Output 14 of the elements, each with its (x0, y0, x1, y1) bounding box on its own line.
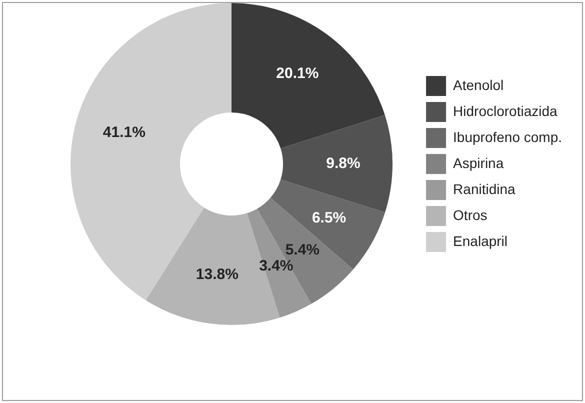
legend-label: Otros (453, 206, 488, 223)
legend-label: Ranitidina (453, 180, 516, 197)
legend-label: Ibuprofeno comp. (453, 128, 562, 145)
data-label: 3.4% (259, 258, 294, 275)
legend-label: Aspirina (453, 154, 504, 171)
data-label: 6.5% (312, 210, 346, 227)
data-label: 13.8% (196, 266, 238, 283)
legend-label: Enalapril (453, 232, 508, 249)
legend-label: Atenolol (453, 76, 504, 93)
legend-label: Hidroclorotiazida (453, 102, 558, 119)
data-label: 20.1% (276, 64, 319, 82)
data-label: 41.1% (102, 124, 146, 142)
data-label: 9.8% (326, 154, 360, 172)
data-label: 5.4% (285, 242, 320, 259)
